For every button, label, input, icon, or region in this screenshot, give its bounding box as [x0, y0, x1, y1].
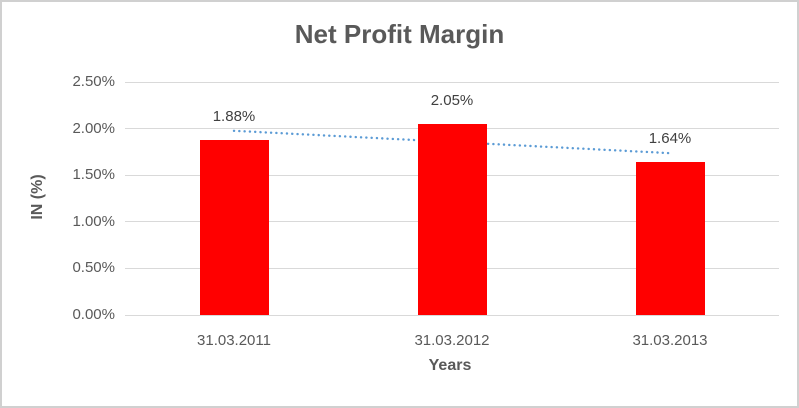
x-tick-label: 31.03.2012	[414, 332, 490, 349]
chart-title: Net Profit Margin	[294, 19, 505, 49]
gridline	[125, 81, 779, 83]
data-label: 1.88%	[212, 107, 256, 125]
data-label: 2.05%	[430, 91, 474, 109]
bar	[635, 162, 705, 315]
gridline	[125, 314, 779, 316]
data-label: 1.64%	[648, 130, 692, 148]
bar	[199, 139, 269, 315]
y-tick-label: 1.50%	[72, 166, 115, 184]
y-tick-label: 0.00%	[72, 306, 115, 323]
x-axis-title: Years	[428, 357, 472, 374]
x-tick-label: 31.03.2013	[632, 332, 708, 349]
y-tick-label: 0.50%	[72, 259, 115, 277]
y-tick-label: 2.00%	[72, 119, 115, 137]
x-tick-label: 31.03.2011	[197, 332, 271, 349]
y-tick-label: 1.00%	[72, 212, 115, 230]
bar	[417, 123, 487, 315]
y-tick-label: 2.50%	[72, 73, 115, 90]
